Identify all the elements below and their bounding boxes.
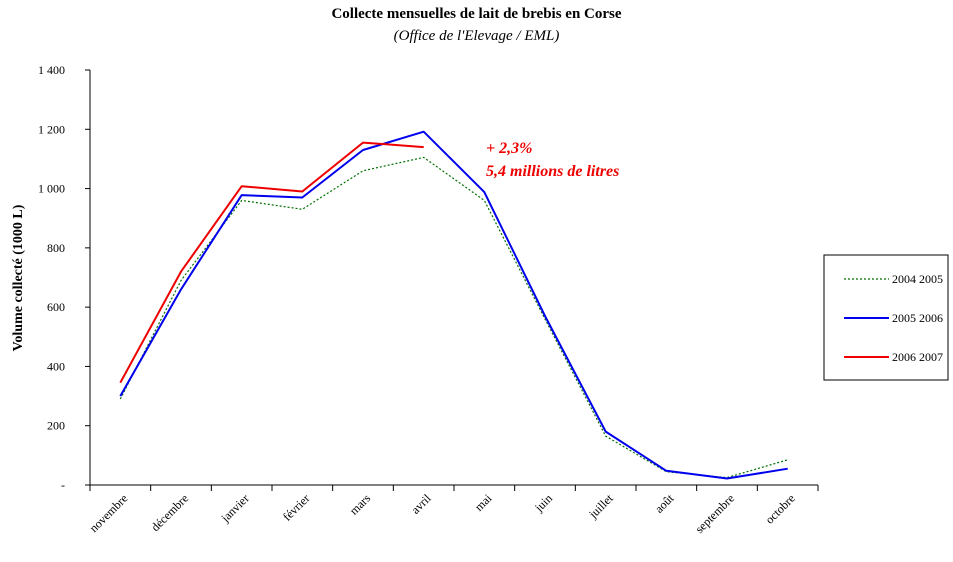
legend-label: 2005 2006 (892, 311, 943, 325)
y-axis-ticks: - 200 400 600 800 1 000 1 200 1 400 (38, 63, 90, 492)
series-line-2005-2006 (119, 130, 788, 480)
y-tick-label: 1 400 (38, 63, 65, 77)
x-tick-label: juin (531, 491, 555, 515)
legend-label: 2006 2007 (892, 350, 943, 364)
legend: 2004 2005 2005 2006 2006 2007 (823, 254, 949, 381)
y-tick-label: 400 (47, 359, 65, 373)
series-line-2006-2007 (119, 141, 424, 384)
x-tick-label: octobre (762, 491, 797, 526)
chart-title: Collecte mensuelles de lait de brebis en… (331, 6, 622, 22)
annotation-volume: 5,4 millions de litres (486, 163, 619, 180)
legend-label: 2004 2005 (892, 272, 943, 286)
x-tick-label: août (652, 491, 677, 516)
y-tick-label: 1 000 (38, 182, 65, 196)
y-tick-label: 1 200 (38, 122, 65, 136)
x-tick-label: février (280, 491, 313, 524)
y-tick-label: 600 (47, 300, 65, 314)
y-tick-label: 800 (47, 241, 65, 255)
x-tick-label: novembre (87, 491, 131, 535)
x-tick-label: décembre (148, 491, 191, 534)
x-axis-ticks: novembre décembre janvier février mars avril m… (87, 485, 819, 536)
chart-axes (89, 70, 818, 486)
x-tick-label: avril (408, 491, 434, 517)
y-tick-label: - (61, 478, 65, 492)
series-line-2004-2005 (119, 156, 788, 479)
x-tick-label: juillet (585, 491, 616, 522)
x-tick-label: mars (347, 491, 374, 518)
y-tick-label: 200 (47, 419, 65, 433)
x-tick-label: septembre (692, 491, 737, 536)
y-axis-label: Volume collecté (1000 L) (11, 204, 26, 351)
series-lines (119, 130, 788, 480)
x-tick-label: mai (472, 491, 495, 514)
chart-subtitle: (Office de l'Elevage / EML) (393, 28, 560, 44)
annotation-percent: + 2,3% (486, 140, 532, 157)
x-tick-label: janvier (218, 491, 252, 525)
